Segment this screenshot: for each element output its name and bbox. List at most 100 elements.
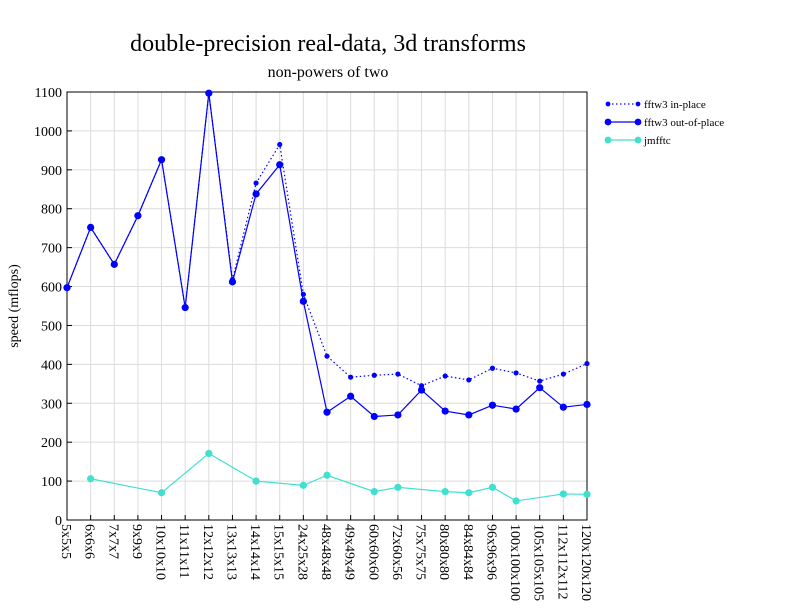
data-point [157, 156, 166, 164]
y-tick-label: 0 [55, 514, 62, 529]
data-point [157, 489, 166, 497]
y-tick-label: 1100 [35, 86, 62, 101]
data-point [441, 487, 449, 496]
x-tick-label: 80x80x80 [436, 524, 451, 580]
x-tick-label: 60x60x60 [365, 524, 380, 580]
x-tick-label: 14x14x14 [247, 524, 262, 580]
legend-marker [635, 101, 641, 107]
data-point [583, 400, 591, 409]
data-point [205, 89, 213, 97]
x-tick-label: 105x105x105 [531, 524, 546, 601]
y-tick-label: 700 [41, 242, 62, 257]
legend-marker [604, 118, 612, 126]
data-point [466, 377, 472, 383]
x-tick-label: 11x11x11 [176, 524, 191, 578]
x-tick-label: 24x25x28 [294, 524, 309, 580]
data-point [276, 161, 284, 169]
legend-marker [634, 118, 642, 126]
data-point [205, 449, 213, 458]
data-point [394, 411, 402, 419]
data-point [512, 405, 520, 413]
data-point [63, 284, 71, 292]
data-point [87, 223, 95, 232]
data-point [583, 490, 591, 498]
data-point [465, 411, 473, 419]
data-point [559, 403, 567, 411]
data-point [323, 408, 331, 416]
y-tick-label: 600 [41, 281, 62, 296]
data-point [394, 483, 402, 491]
y-tick-label: 200 [41, 436, 62, 451]
x-tick-label: 7x7x7 [105, 524, 120, 559]
x-tick-label: 49x49x49 [342, 524, 357, 580]
legend-label: fftw3 out-of-place [644, 117, 724, 129]
series-line-2 [90, 452, 588, 502]
legend-label: jmfftc [643, 135, 671, 147]
data-point [488, 401, 497, 409]
legend-label: fftw3 in-place [644, 99, 706, 111]
data-point [347, 392, 355, 400]
gridlines [66, 91, 588, 521]
data-point [395, 371, 401, 377]
x-tick-label: 15x15x15 [271, 524, 286, 580]
y-tick-label: 1000 [34, 125, 62, 140]
data-point [181, 303, 189, 312]
x-tick-label: 48x48x48 [318, 524, 333, 580]
data-point [489, 365, 496, 371]
data-point [134, 212, 142, 220]
y-tick-label: 500 [41, 319, 62, 334]
data-point [324, 353, 330, 359]
x-tick-label: 84x84x84 [460, 524, 475, 580]
legend: fftw3 in-place fftw3 out-of-place jmfftc [604, 99, 724, 147]
x-tick-label: 13x13x13 [223, 524, 238, 580]
chart-subtitle: non-powers of two [268, 64, 389, 81]
data-point [348, 374, 354, 380]
data-point [560, 371, 566, 377]
data-point [537, 378, 543, 384]
x-axis-ticks: 5x5x5 6x6x6 7x7x7 9x9x9 10x10x10 11x11x11 12x1… [58, 515, 593, 601]
y-axis-label: speed (mflops) [7, 264, 22, 348]
y-tick-label: 800 [41, 203, 62, 218]
data-point [252, 190, 260, 198]
x-tick-label: 5x5x5 [58, 524, 73, 559]
x-tick-label: 12x12x12 [200, 524, 215, 580]
x-tick-label: 100x100x100 [507, 524, 522, 601]
data-point [584, 360, 590, 367]
data-point [370, 487, 378, 496]
y-tick-label: 300 [41, 397, 62, 412]
x-tick-label: 112x112x112 [554, 524, 569, 599]
data-point [371, 372, 377, 378]
data-point [277, 141, 283, 148]
legend-marker [605, 101, 611, 107]
data-point [512, 497, 520, 505]
data-point [228, 278, 237, 286]
data-point [370, 412, 378, 421]
data-point [488, 483, 497, 491]
data-point [252, 477, 260, 485]
x-tick-label: 6x6x6 [82, 524, 97, 559]
series-group [63, 89, 591, 505]
x-tick-label: 75x75x75 [413, 524, 428, 580]
chart-title: double-precision real-data, 3d transform… [130, 31, 526, 57]
legend-marker [634, 136, 642, 144]
y-tick-label: 400 [41, 358, 62, 373]
y-tick-label: 100 [41, 475, 62, 490]
data-point [110, 260, 118, 268]
x-tick-label: 72x60x56 [389, 524, 404, 580]
y-tick-label: 900 [41, 164, 62, 179]
x-tick-label: 96x96x96 [483, 524, 498, 580]
data-point [513, 370, 519, 376]
y-axis-ticks: 0 100 200 300 400 500 600 700 800 900 1000 1100 [34, 86, 72, 529]
data-point [536, 384, 544, 392]
data-point [299, 481, 307, 489]
series-line-0 [66, 93, 588, 387]
data-point [253, 180, 259, 186]
data-point [87, 475, 95, 483]
x-tick-label: 9x9x9 [129, 524, 144, 559]
data-point [441, 407, 449, 415]
x-tick-label: 10x10x10 [153, 524, 168, 580]
data-point [442, 373, 448, 379]
data-point [559, 490, 567, 498]
x-tick-label: 120x120x120 [578, 524, 593, 601]
